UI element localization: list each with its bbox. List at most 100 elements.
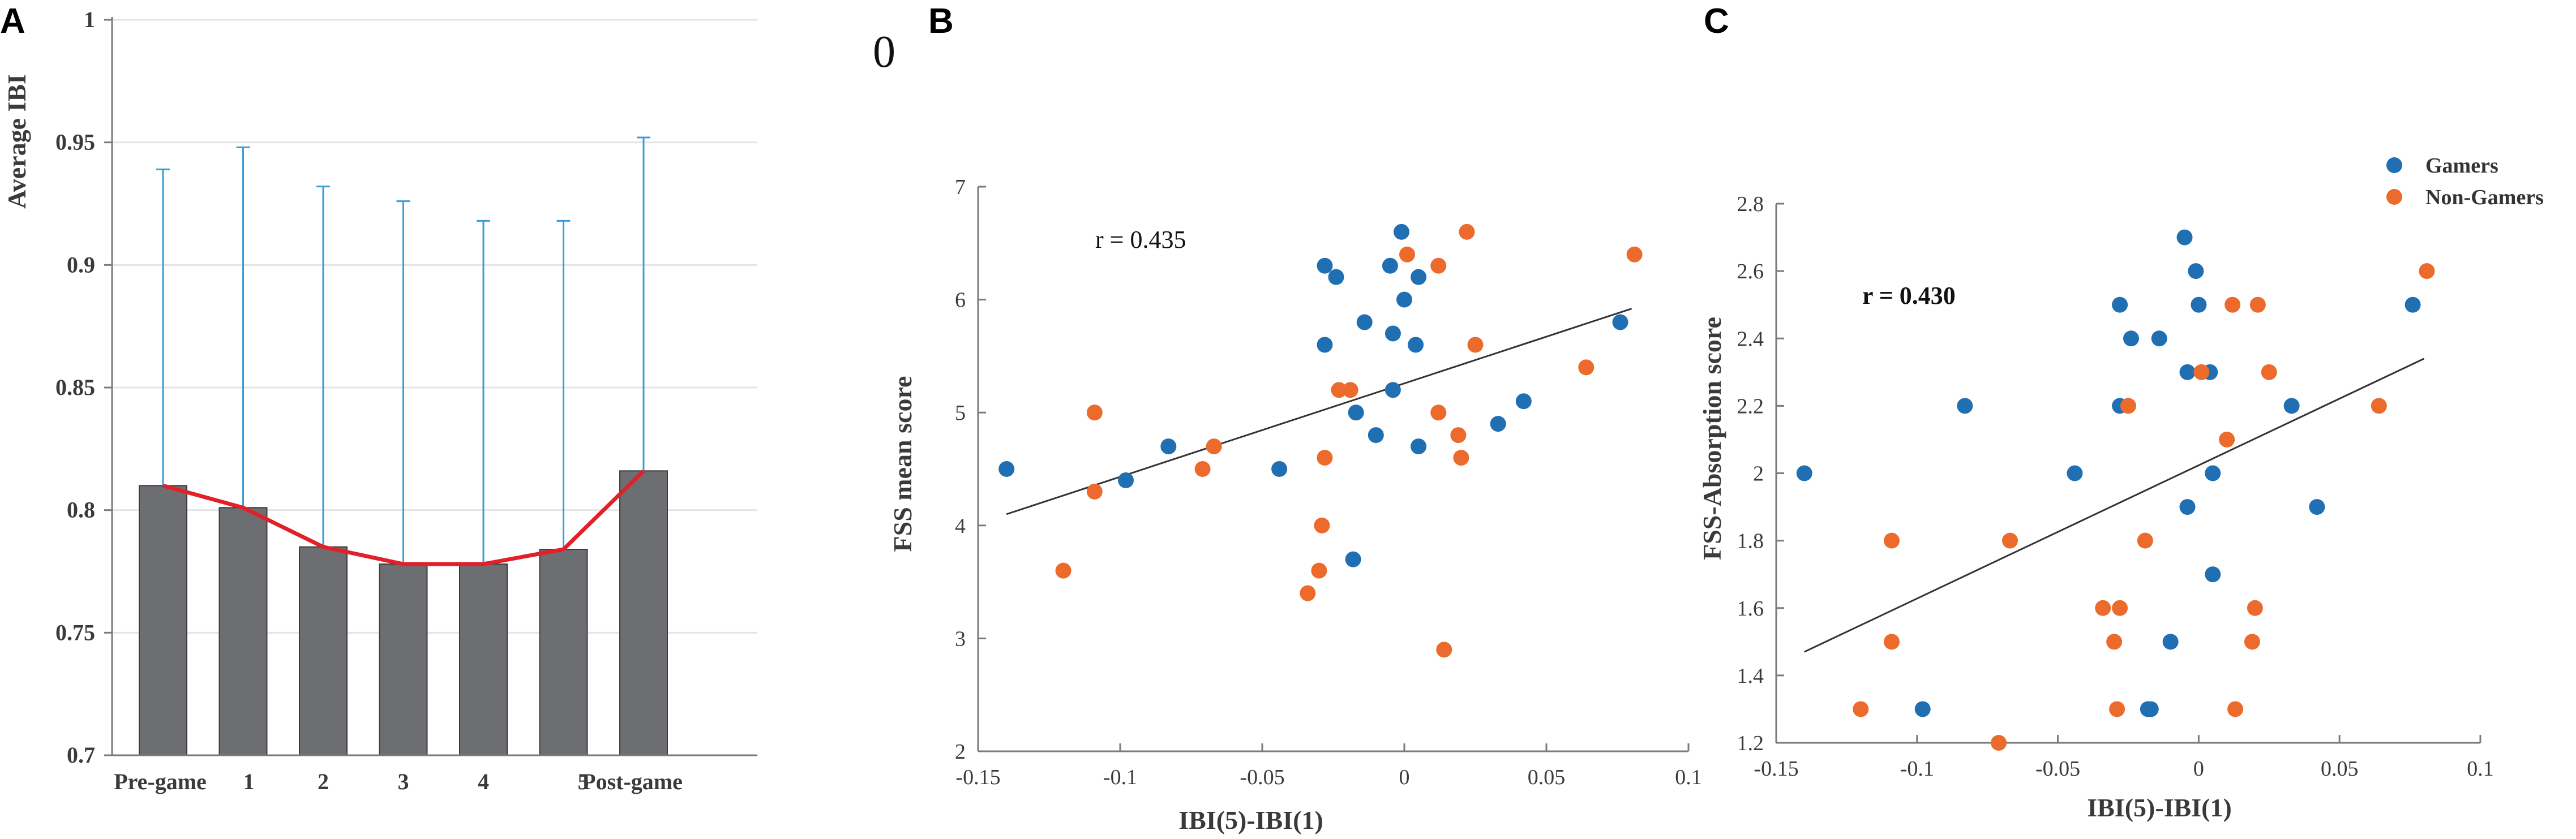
panel-a-bar (539, 549, 588, 756)
panel-b-axes (977, 187, 1688, 752)
panel-letter-a: A (0, 2, 25, 41)
x-tick-label: 0.1 (1675, 765, 1702, 789)
panel-c-regression-line (1804, 358, 2425, 653)
point-non-gamer (1206, 438, 1222, 455)
point-non-gamer (2227, 701, 2244, 717)
x-tick-label: -0.1 (1900, 757, 1934, 781)
panel-a-bar (139, 485, 187, 756)
point-non-gamer (2249, 296, 2266, 313)
point-gamer (2205, 465, 2221, 481)
point-gamer (1914, 701, 1931, 717)
legend-gamers-label: Gamers (2425, 154, 2498, 178)
point-non-gamer (2261, 364, 2277, 380)
panel-a-y-tick-label: 0.9 (67, 252, 95, 277)
panel-a-x-tick-label: Pre-game (114, 769, 207, 794)
point-non-gamer (1055, 562, 1071, 579)
y-tick-label: 5 (955, 401, 966, 425)
panel-a-trend-line (162, 469, 645, 566)
point-non-gamer (1853, 701, 1869, 717)
panel-b-correlation: r = 0.435 (1095, 226, 1186, 253)
x-tick-label: 0.1 (2467, 757, 2494, 781)
point-non-gamer (1314, 517, 1330, 533)
point-gamer (2179, 499, 2196, 515)
panel-c-y-ticks: 1.2 1.4 1.6 1.8 2 2.2 2.4 2.6 2.8 (1737, 192, 1784, 755)
point-non-gamer (1300, 585, 1316, 601)
point-non-gamer (1086, 405, 1103, 421)
point-gamer (1317, 257, 1333, 274)
panel-a-bar (379, 563, 428, 756)
point-gamer (1411, 438, 1427, 455)
point-non-gamer (2193, 364, 2210, 380)
y-tick-label: 1.6 (1737, 597, 1764, 621)
panel-a-y-tick-label: 0.8 (67, 497, 95, 523)
point-gamer (1393, 223, 1409, 240)
panel-c-correlation: r = 0.430 (1862, 282, 1956, 309)
point-non-gamer (1991, 735, 2007, 751)
point-gamer (2067, 465, 2083, 481)
panel-b-x-axis-label: IBI(5)-IBI(1) (1178, 806, 1323, 834)
point-non-gamer (2109, 701, 2125, 717)
panel-b-regression-line (1006, 308, 1632, 515)
point-non-gamer (1459, 223, 1475, 240)
point-gamer (1328, 269, 1344, 285)
panel-c-x-ticks: -0.15 -0.1 -0.05 0 0.05 0.1 (1754, 735, 2494, 781)
panel-a-x-tick-label: 2 (318, 769, 329, 794)
point-non-gamer (1453, 450, 1469, 466)
legend-non-gamers-label: Non-Gamers (2425, 186, 2544, 209)
panel-letter-b: B (928, 2, 954, 41)
y-tick-label: 2 (1753, 462, 1764, 486)
point-non-gamer (1311, 562, 1327, 579)
point-non-gamer (1399, 246, 1416, 263)
x-tick-label: 0 (2193, 757, 2204, 781)
point-gamer (1515, 393, 1532, 410)
point-gamer (1396, 291, 1412, 308)
point-non-gamer (2120, 398, 2136, 414)
point-non-gamer (2095, 600, 2111, 616)
panel-a-x-tick-label: 5 (578, 769, 589, 794)
point-non-gamer (2247, 600, 2263, 616)
x-tick-label: -0.05 (2035, 757, 2080, 781)
point-non-gamer (2244, 634, 2260, 650)
panel-a-y-tick-label: 1 (84, 7, 95, 32)
point-non-gamer (2112, 600, 2128, 616)
y-tick-label: 2.4 (1737, 327, 1764, 351)
y-tick-label: 4 (955, 514, 966, 538)
x-tick-label: 0 (1399, 765, 1410, 789)
point-non-gamer (2419, 263, 2435, 279)
point-non-gamer (2224, 296, 2241, 313)
point-gamer (1385, 325, 1401, 342)
panel-a-x-tick-label: 3 (398, 769, 409, 794)
panel-a-x-tick-label: 1 (243, 769, 255, 794)
panel-b-points (998, 223, 1643, 658)
panel-a-bar (459, 563, 508, 756)
panel-c-x-axis-label: IBI(5)-IBI(1) (2087, 793, 2232, 822)
panel-a-x-tick-label: 4 (478, 769, 489, 794)
panel-a-bar-chart: 0.7 0.75 0.8 0.85 0.9 0.95 1 Pre-game 1 2 3 4 5Post… (2, 7, 757, 794)
point-gamer (998, 461, 1015, 477)
point-gamer (2112, 296, 2128, 313)
point-non-gamer (1086, 483, 1103, 500)
panel-a-x-tick-label: Post-game (582, 769, 683, 794)
panel-a-bar (218, 507, 268, 756)
legend-non-gamers-marker (2386, 189, 2402, 205)
panel-a-bar (619, 470, 668, 756)
point-non-gamer (1430, 405, 1447, 421)
point-gamer (1271, 461, 1288, 477)
point-non-gamer (1467, 337, 1484, 353)
point-gamer (1382, 257, 1398, 274)
panel-a-y-tick-label: 0.7 (67, 742, 95, 768)
y-tick-label: 1.4 (1737, 664, 1764, 688)
y-tick-label: 1.8 (1737, 530, 1764, 553)
point-gamer (2188, 263, 2204, 279)
x-tick-label: -0.1 (1103, 765, 1137, 789)
panel-a-y-axis-label: Average IBI (2, 74, 31, 209)
panel-c-scatter: 1.2 1.4 1.6 1.8 2 2.2 2.4 2.6 2.8 -0.15 -0.1 -0.05… (1698, 154, 2544, 822)
point-non-gamer (1884, 634, 1900, 650)
point-non-gamer (2137, 532, 2153, 549)
panel-b-y-axis-label: FSS mean score (888, 376, 917, 552)
point-gamer (1411, 269, 1427, 285)
y-tick-label: 6 (955, 289, 966, 312)
